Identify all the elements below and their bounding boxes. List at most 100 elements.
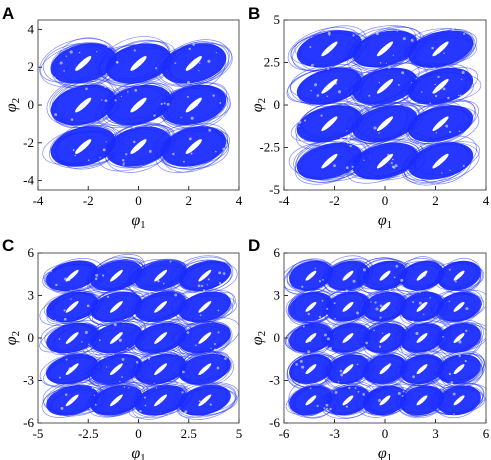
- speckle: [301, 138, 304, 142]
- attractor-hole: [109, 394, 123, 407]
- speckle: [451, 28, 455, 31]
- speckle: [352, 279, 356, 283]
- speckle: [81, 341, 83, 343]
- y-tick-label: 2: [28, 59, 35, 74]
- x-tick-label: -3: [329, 426, 340, 441]
- speckle: [429, 296, 431, 299]
- speckle: [51, 355, 54, 359]
- speckle: [78, 51, 81, 54]
- speckle: [134, 88, 138, 92]
- attractor-hole: [321, 116, 338, 132]
- y-axis-label: φ2: [3, 331, 22, 345]
- attractor-hole: [342, 270, 354, 281]
- speckle: [333, 164, 336, 168]
- speckle: [346, 141, 349, 144]
- trajectory-loop: [358, 289, 404, 325]
- attractor-hole: [305, 395, 317, 406]
- speckle: [202, 289, 206, 292]
- attractor-hole: [453, 270, 465, 281]
- panel-letter: D: [248, 236, 260, 255]
- speckle: [201, 371, 204, 374]
- trajectory-loop: [439, 261, 482, 295]
- speckle: [398, 84, 400, 86]
- speckle: [119, 380, 121, 383]
- speckle: [53, 82, 56, 85]
- speckle: [221, 116, 225, 120]
- speckle: [218, 281, 222, 285]
- speckle: [50, 142, 53, 145]
- speckle: [167, 413, 170, 416]
- speckle: [334, 390, 338, 394]
- speckle: [153, 382, 155, 384]
- speckle: [110, 164, 113, 167]
- speckle: [101, 274, 105, 277]
- speckle: [445, 124, 449, 128]
- speckle: [465, 307, 469, 311]
- speckle: [314, 83, 318, 87]
- speckle: [72, 149, 75, 151]
- speckle: [310, 36, 313, 38]
- trajectory-loop: [160, 126, 228, 169]
- attractor-hole: [109, 332, 123, 344]
- speckle: [295, 363, 298, 366]
- trajectory-series: [286, 25, 482, 186]
- speckle: [410, 82, 413, 84]
- speckle: [395, 264, 399, 268]
- speckle: [302, 325, 305, 328]
- x-tick-label: 0: [382, 426, 389, 441]
- speckle: [222, 126, 226, 129]
- speckle: [148, 357, 151, 360]
- trajectory-loop: [39, 38, 117, 88]
- attractor-hole: [109, 269, 123, 282]
- speckle: [454, 309, 456, 311]
- speckle: [328, 346, 332, 351]
- speckle: [337, 380, 340, 383]
- speckle: [309, 46, 312, 49]
- x-tick-label: 4: [236, 193, 243, 208]
- speckle: [54, 319, 57, 321]
- panel-letter: C: [2, 236, 14, 255]
- x-tick-label: 4: [483, 193, 490, 208]
- speckle: [215, 150, 217, 153]
- trajectory-loop: [179, 261, 238, 294]
- attractor-hole: [65, 394, 79, 407]
- speckle: [190, 152, 193, 155]
- speckle: [340, 373, 344, 377]
- attractor-hole: [416, 364, 428, 375]
- speckle: [128, 387, 130, 389]
- trajectory-loop: [404, 103, 470, 145]
- trajectory-loop: [298, 102, 358, 141]
- speckle: [412, 301, 415, 304]
- speckle: [85, 87, 88, 91]
- speckle: [210, 347, 212, 349]
- trajectory-loop: [414, 31, 478, 68]
- trajectory-loop: [183, 351, 231, 387]
- attractor-hole: [198, 269, 212, 282]
- speckle: [188, 137, 192, 141]
- speckle: [373, 329, 375, 332]
- attractor-hole: [65, 332, 79, 344]
- x-axis-label: φ1: [131, 445, 145, 460]
- speckle: [159, 306, 162, 310]
- speckle: [348, 386, 351, 390]
- speckle: [63, 70, 65, 72]
- speckle: [84, 330, 88, 334]
- speckle: [400, 278, 404, 282]
- speckle: [345, 289, 349, 293]
- speckle: [102, 41, 105, 44]
- speckle: [449, 130, 452, 134]
- speckle: [448, 300, 451, 303]
- trajectory-series: [39, 30, 233, 178]
- speckle: [301, 365, 305, 369]
- speckle: [349, 144, 352, 148]
- speckle: [223, 380, 225, 382]
- speckle: [431, 46, 434, 50]
- speckle: [208, 128, 212, 132]
- speckle: [329, 295, 333, 299]
- trajectory-loop: [430, 351, 483, 389]
- speckle: [55, 283, 58, 287]
- speckle: [206, 284, 209, 286]
- y-axis-label: φ2: [249, 98, 268, 112]
- speckle: [115, 86, 118, 89]
- trajectory-loop: [407, 106, 480, 146]
